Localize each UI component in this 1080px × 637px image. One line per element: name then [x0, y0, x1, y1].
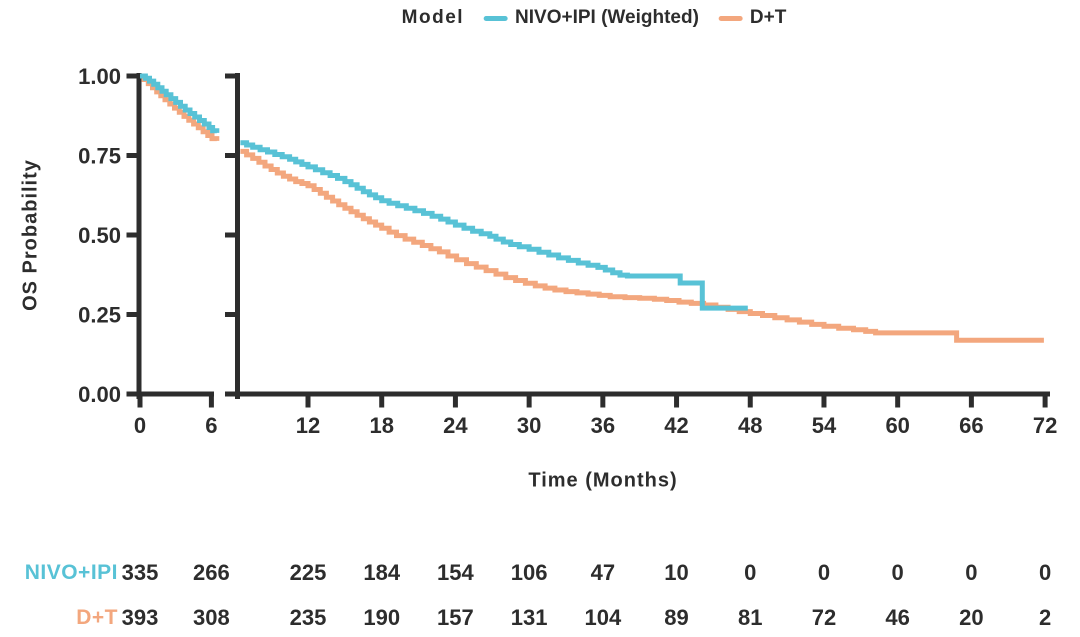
- x-tick-label: 30: [517, 413, 541, 438]
- risk-count: 131: [510, 605, 548, 630]
- risk-count: 154: [437, 560, 474, 585]
- x-tick-label: 48: [738, 413, 762, 438]
- risk-count: 89: [664, 605, 689, 630]
- nivo-ipi-curve: [140, 73, 220, 134]
- x-tick-label: 36: [591, 413, 615, 438]
- y-tick-label: 0.50: [78, 223, 121, 248]
- risk-count: 190: [363, 605, 401, 630]
- risk-count: 335: [121, 560, 159, 585]
- risk-count: 106: [510, 560, 548, 585]
- risk-count: 2: [1038, 605, 1052, 630]
- x-tick-label: 18: [369, 413, 393, 438]
- risk-count: 235: [289, 605, 327, 630]
- dt-curve: [240, 148, 1044, 343]
- risk-count: 0: [891, 560, 904, 585]
- risk-count: 184: [363, 560, 401, 585]
- risk-count: 0: [817, 560, 831, 585]
- dt-line-swatch: [718, 15, 743, 21]
- risk-count: 0: [1038, 560, 1052, 585]
- x-tick-label: 24: [443, 413, 468, 438]
- x-tick-label: 72: [1033, 413, 1057, 438]
- y-tick-label: 1.00: [78, 64, 121, 89]
- legend-title: Model: [401, 7, 465, 28]
- nivo-ipi-line-swatch: [484, 15, 509, 21]
- y-tick-label: 0.00: [78, 382, 121, 407]
- risk-count: 81: [738, 605, 763, 630]
- risk-count: 20: [959, 605, 984, 630]
- x-axis-title: Time (Months): [528, 469, 678, 492]
- y-tick-label: 0.25: [78, 303, 121, 328]
- risk-row-label: D+T: [76, 606, 118, 629]
- risk-count: 47: [590, 560, 616, 585]
- x-tick-label: 54: [812, 413, 837, 438]
- x-tick-label: 12: [296, 413, 320, 438]
- km-plot-canvas: 0.00 0.25 0.50 0.75 1.00 0 6 12 18 24 30 36 42 48 54 60…: [78, 64, 1057, 438]
- risk-count: 157: [437, 605, 474, 630]
- risk-row-label: NIVO+IPI: [24, 561, 118, 584]
- legend-item-label: NIVO+IPI (Weighted): [515, 7, 699, 28]
- legend-item-label: D+T: [749, 7, 787, 28]
- risk-count: 10: [664, 560, 689, 585]
- legend-item-dt: D+T: [718, 7, 787, 29]
- risk-count: 393: [121, 605, 159, 630]
- risk-count: 266: [193, 560, 230, 585]
- risk-count: 46: [885, 605, 910, 630]
- x-tick-label: 42: [664, 413, 688, 438]
- risk-count: 225: [289, 560, 327, 585]
- chart-legend: Model NIVO+IPI (Weighted) D+T: [402, 7, 787, 29]
- legend-item-nivo-ipi: NIVO+IPI (Weighted): [484, 7, 699, 29]
- y-tick-label: 0.75: [78, 144, 121, 169]
- x-tick-label: 60: [885, 413, 909, 438]
- risk-count: 308: [193, 605, 230, 630]
- nivo-ipi-curve: [240, 140, 748, 311]
- risk-row-nivo-ipi: NIVO+IPI 335 266 225 184 154 106 47 10 0 0 0 0 0: [0, 559, 1080, 587]
- risk-count: 0: [744, 560, 757, 585]
- x-tick-label: 6: [205, 413, 217, 438]
- x-tick-label: 66: [959, 413, 983, 438]
- risk-count: 0: [965, 560, 978, 585]
- risk-row-d-t: D+T 393 308 235 190 157 131 104 89 81 72 46 20 2: [0, 604, 1080, 632]
- risk-count: 72: [811, 605, 837, 630]
- risk-count: 104: [584, 605, 622, 630]
- x-tick-label: 0: [134, 413, 146, 438]
